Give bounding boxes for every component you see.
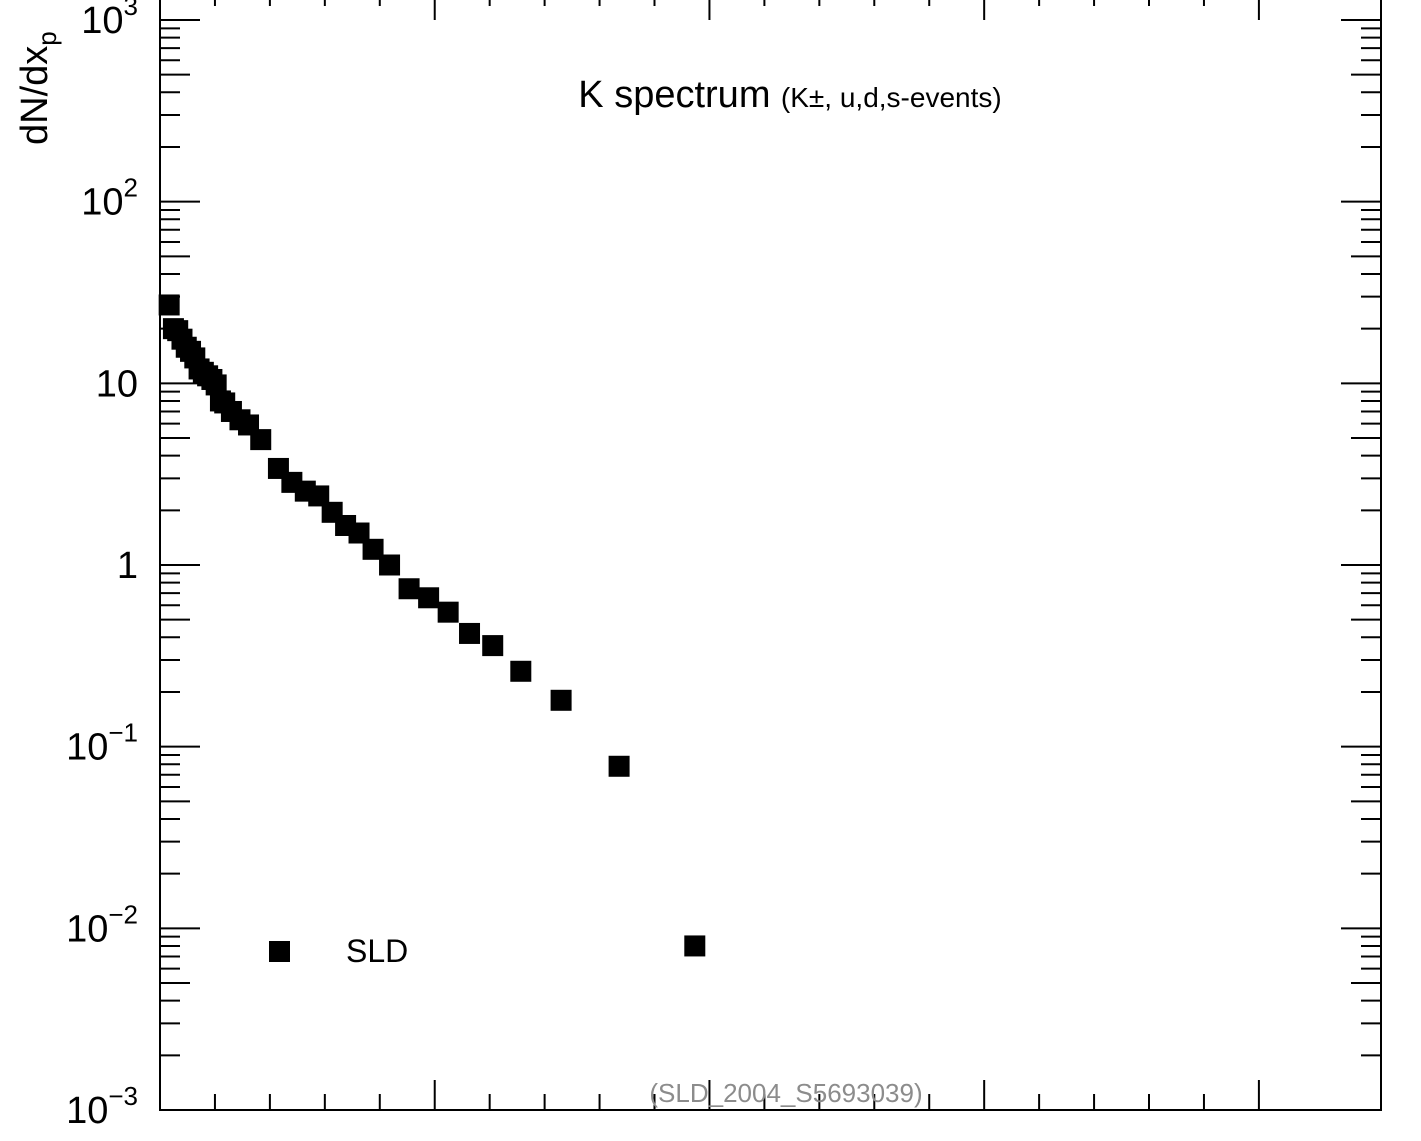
y-tick-label: 10−3	[66, 1081, 138, 1132]
y-tick-label-base: 10	[96, 363, 138, 405]
y-axis-label-main: dN/dx	[14, 46, 56, 145]
data-markers	[158, 294, 706, 957]
y-tick-label-base: 10	[81, 182, 123, 224]
y-tick-label-exponent: 2	[124, 173, 138, 203]
data-point	[608, 755, 630, 777]
data-point	[308, 485, 330, 507]
y-tick-label: 10−1	[66, 718, 138, 769]
data-point	[348, 522, 370, 544]
y-tick-label: 10	[96, 363, 138, 405]
plot-frame	[159, 0, 1382, 1111]
plot-border	[159, 0, 1382, 1111]
y-tick-label-base: 10	[66, 727, 108, 769]
data-point	[684, 935, 706, 957]
y-tick-label-base: 10	[66, 1090, 108, 1132]
y-tick-label: 1	[117, 545, 138, 587]
axis-ticks	[159, 0, 1381, 1111]
data-point	[418, 587, 440, 609]
data-point	[459, 622, 481, 644]
y-tick-label-exponent: −2	[108, 899, 138, 929]
data-point	[482, 635, 504, 657]
data-point	[550, 689, 572, 711]
y-tick-label-base: 10	[66, 908, 108, 950]
data-point	[362, 538, 384, 560]
data-point	[250, 429, 272, 451]
data-point	[379, 554, 401, 576]
data-point	[510, 660, 532, 682]
data-point	[437, 601, 459, 623]
chart-title-main: K spectrum	[578, 74, 770, 116]
data-point	[398, 578, 420, 600]
data-point	[205, 374, 227, 396]
legend-label: SLD	[346, 933, 408, 969]
y-tick-label-exponent: 3	[124, 0, 138, 21]
chart-title-sub: (K±, u,d,s-events)	[781, 82, 1002, 113]
y-axis-label-subscript: p	[32, 31, 62, 45]
y-tick-label-exponent: −3	[108, 1081, 138, 1111]
data-point	[158, 294, 180, 316]
reference-label: (SLD_2004_S5693039)	[649, 1078, 922, 1108]
y-tick-label-base: 1	[117, 545, 138, 587]
chart-title: K spectrum (K±, u,d,s-events)	[578, 74, 1001, 116]
y-tick-label-base: 10	[81, 0, 123, 42]
y-tick-label: 10−2	[66, 899, 138, 950]
y-tick-label: 102	[81, 173, 138, 224]
legend-marker	[269, 941, 290, 962]
y-axis-label: dN/dxp	[14, 31, 62, 145]
y-tick-label: 103	[81, 0, 138, 42]
y-tick-label-exponent: −1	[108, 718, 138, 748]
